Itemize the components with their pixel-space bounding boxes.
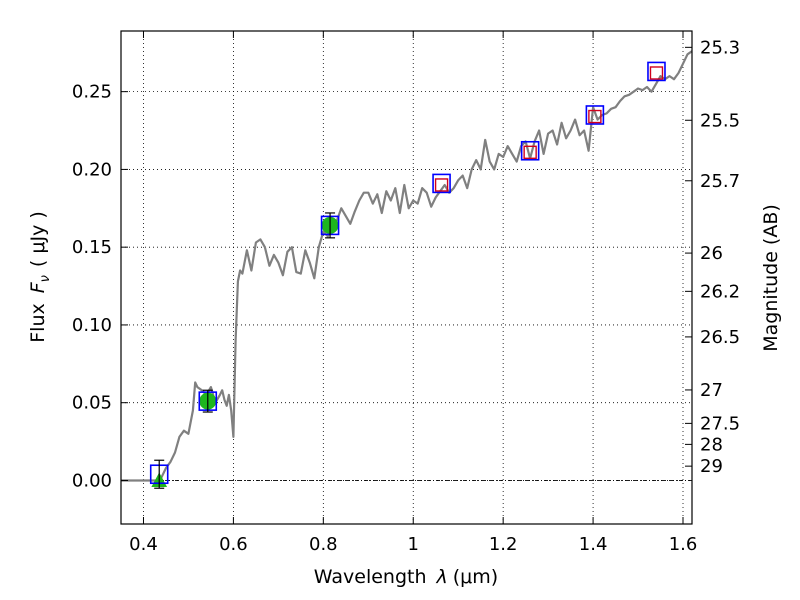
magnitude-tick-label: 26.2 <box>700 281 740 302</box>
grid-lines <box>121 31 692 524</box>
model-sed-line <box>121 50 693 482</box>
y-tick-label: 0.10 <box>72 315 112 336</box>
model-flux-box <box>434 178 449 192</box>
x-tick-label: 1.4 <box>579 534 608 555</box>
magnitude-axis-label: Magnitude (AB) <box>760 204 782 352</box>
y-tick-label: 0.00 <box>72 470 112 491</box>
model-flux-box <box>588 109 602 124</box>
y-axis-label-subscript: ν <box>38 275 53 282</box>
x-tick-label: 1.2 <box>489 534 518 555</box>
y-axis-label-unit: ( μJy ) <box>27 211 49 267</box>
y-tick-label: 0.25 <box>72 82 112 103</box>
x-axis-label-symbol: λ <box>436 566 448 588</box>
x-tick-label: 0.6 <box>219 534 248 555</box>
data-markers <box>149 61 666 489</box>
photometry-box <box>647 61 666 82</box>
photometry-box <box>520 140 540 161</box>
x-axis-label-unit: (μm) <box>453 566 498 588</box>
y-tick-label: 0.05 <box>72 393 112 414</box>
axis-ticks: 0.4 0.6 0.8 1 1.2 1.4 1.6 0.00 0.05 0.10 0.15 0.20 0… <box>72 31 740 555</box>
photometry-box <box>432 173 451 194</box>
magnitude-tick-label: 29 <box>700 456 723 477</box>
model-flux-box <box>523 145 537 160</box>
model-flux-box <box>649 66 664 80</box>
magnitude-tick-label: 28 <box>700 434 723 455</box>
y-axis-label-symbol: F <box>27 281 49 293</box>
x-tick-label: 1 <box>408 534 419 555</box>
magnitude-tick-label: 26 <box>700 243 723 264</box>
magnitude-tick-label: 25.3 <box>700 37 740 58</box>
photometry-box <box>585 105 605 125</box>
magnitude-tick-label: 25.5 <box>700 110 740 131</box>
y-axis-label: Flux Fν ( μJy ) <box>27 211 53 343</box>
x-axis-label: Wavelength λ (μm) <box>314 566 498 588</box>
magnitude-tick-label: 26.5 <box>700 327 740 348</box>
x-axis-label-text: Wavelength <box>314 566 427 588</box>
magnitude-tick-label: 25.7 <box>700 171 740 192</box>
y-tick-label: 0.15 <box>72 237 112 258</box>
magnitude-tick-label: 27 <box>700 380 723 401</box>
y-tick-label: 0.20 <box>72 159 112 180</box>
x-tick-label: 0.4 <box>129 534 158 555</box>
y-axis-label-text: Flux <box>27 303 49 343</box>
plot-frame <box>120 30 693 525</box>
magnitude-tick-label: 27.5 <box>700 413 740 434</box>
x-tick-label: 1.6 <box>669 534 698 555</box>
x-tick-label: 0.8 <box>309 534 338 555</box>
